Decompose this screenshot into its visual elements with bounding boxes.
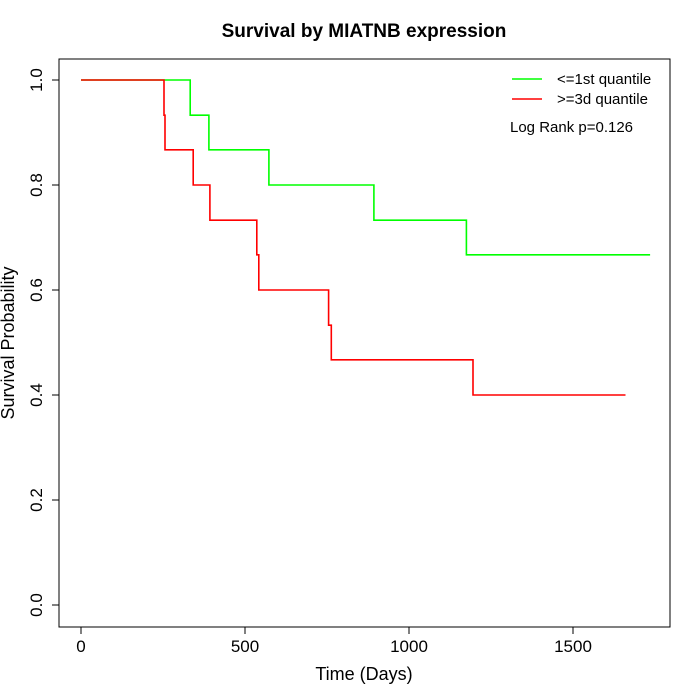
series-line-low-quantile: [81, 79, 651, 256]
y-tick-label: 1.0: [27, 68, 46, 92]
chart-title: Survival by MIATNB expression: [222, 21, 507, 42]
legend-label: >=3d quantile: [557, 91, 648, 108]
y-tick-label: 0.8: [27, 173, 46, 197]
plot-frame: [58, 58, 671, 628]
legend: <=1st quantile >=3d quantile: [512, 71, 651, 108]
x-tick-label: 500: [231, 637, 259, 656]
x-tick-label: 1500: [554, 637, 592, 656]
x-axis-label: Time (Days): [315, 664, 412, 684]
x-tick-label: 0: [76, 637, 85, 656]
log-rank-annotation: Log Rank p=0.126: [510, 119, 633, 136]
y-axis-label: Survival Probability: [0, 266, 18, 419]
y-tick-label: 0.4: [27, 383, 46, 407]
y-tick-label: 0.2: [27, 488, 46, 512]
series-layer: [81, 79, 651, 396]
legend-label: <=1st quantile: [557, 71, 651, 88]
y-tick-label: 0.6: [27, 278, 46, 302]
series-line-high-quantile: [81, 79, 626, 396]
x-axis: 0 500 1000 1500: [76, 626, 592, 656]
y-axis: 0.0 0.2 0.4 0.6 0.8 1.0: [27, 68, 60, 617]
y-tick-label: 0.0: [27, 593, 46, 617]
x-tick-label: 1000: [390, 637, 428, 656]
